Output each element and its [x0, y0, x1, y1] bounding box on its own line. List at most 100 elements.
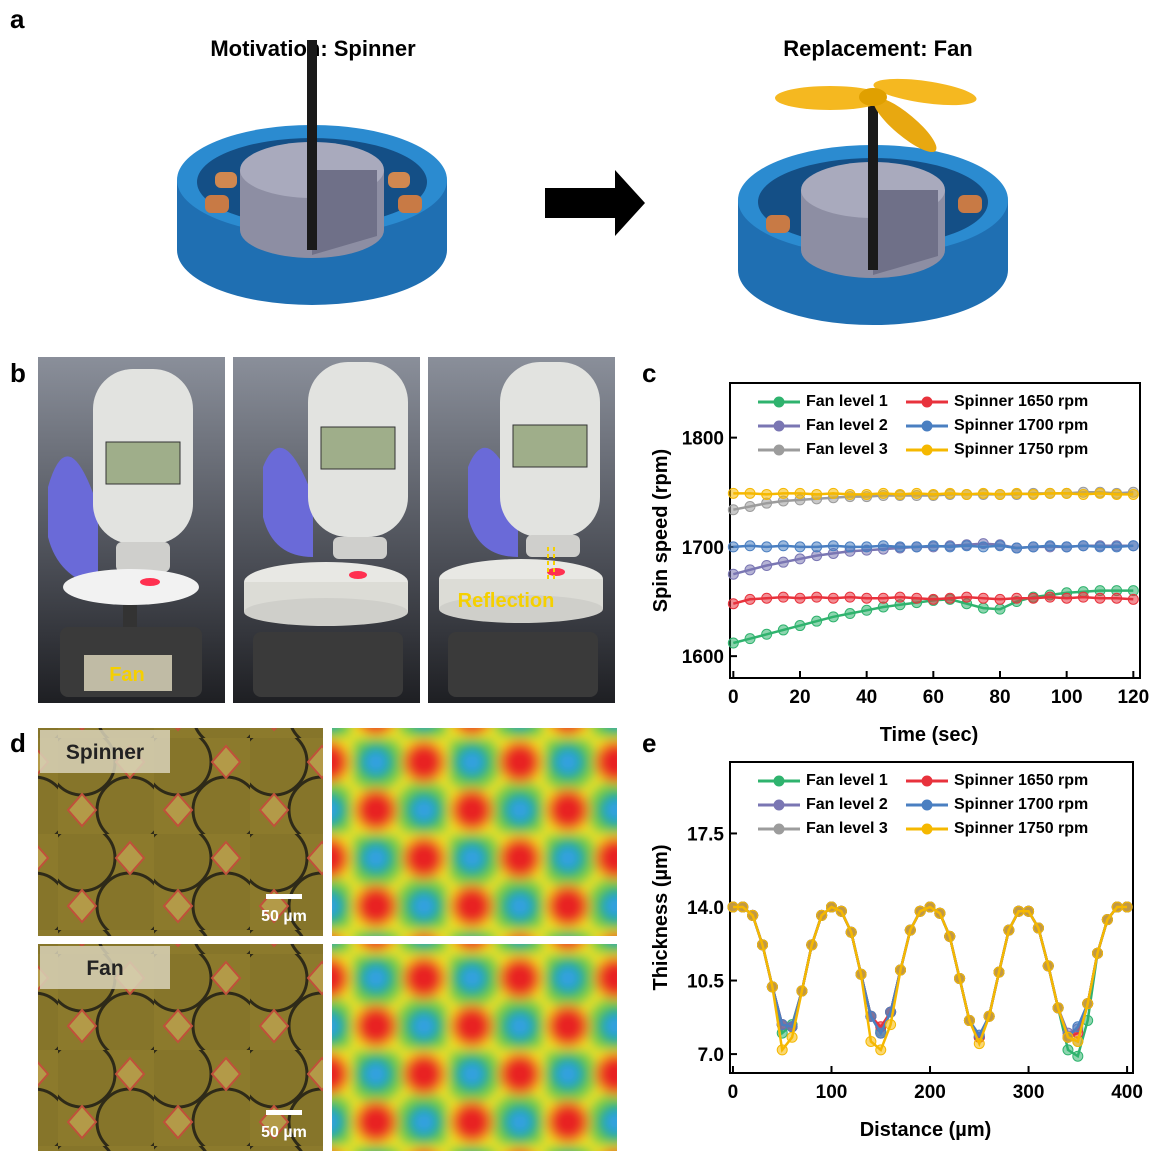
data-point — [778, 592, 788, 602]
data-point — [1014, 906, 1024, 916]
legend-label: Fan level 2 — [806, 417, 888, 434]
height-map — [322, 718, 627, 946]
legend-marker — [774, 824, 784, 834]
data-point — [778, 488, 788, 498]
data-point — [1128, 489, 1138, 499]
data-point — [728, 638, 738, 648]
data-point — [1033, 923, 1043, 933]
legend-marker — [922, 397, 932, 407]
data-point — [895, 592, 905, 602]
fan-illustration — [738, 74, 1008, 325]
data-point — [1128, 594, 1138, 604]
photo — [38, 357, 225, 703]
data-point — [828, 541, 838, 551]
data-point — [856, 969, 866, 979]
data-point — [1045, 488, 1055, 498]
legend-marker — [922, 800, 932, 810]
data-point — [1062, 542, 1072, 552]
data-point — [1112, 593, 1122, 603]
data-point — [978, 542, 988, 552]
data-point — [878, 488, 888, 498]
data-point — [767, 982, 777, 992]
image-label: Fan — [86, 957, 123, 980]
legend-marker — [922, 421, 932, 431]
legend-marker — [774, 445, 784, 455]
data-point — [1062, 593, 1072, 603]
data-point — [797, 986, 807, 996]
data-point — [762, 593, 772, 603]
data-point — [758, 940, 768, 950]
data-point — [962, 489, 972, 499]
height-map — [322, 934, 627, 1151]
data-point — [1102, 915, 1112, 925]
series-line — [733, 907, 1127, 1037]
data-point — [915, 906, 925, 916]
data-point — [762, 489, 772, 499]
data-point — [866, 1036, 876, 1046]
data-point — [745, 541, 755, 551]
data-point — [1128, 541, 1138, 551]
data-point — [845, 592, 855, 602]
data-point — [964, 1015, 974, 1025]
data-point — [1045, 541, 1055, 551]
data-point — [745, 488, 755, 498]
data-point — [978, 488, 988, 498]
data-point — [912, 542, 922, 552]
data-point — [1078, 489, 1088, 499]
data-point — [1063, 1045, 1073, 1055]
data-point — [1095, 542, 1105, 552]
data-point — [745, 565, 755, 575]
data-point — [912, 488, 922, 498]
data-point — [738, 902, 748, 912]
data-point — [995, 594, 1005, 604]
data-point — [995, 604, 1005, 614]
data-point — [876, 1028, 886, 1038]
legend-label: Spinner 1650 rpm — [954, 772, 1088, 789]
legend-marker — [922, 776, 932, 786]
data-point — [845, 609, 855, 619]
data-point — [962, 592, 972, 602]
data-point — [812, 489, 822, 499]
data-point — [912, 593, 922, 603]
x-tick-label: 40 — [856, 687, 877, 708]
y-tick-label: 7.0 — [698, 1045, 724, 1066]
data-point — [1012, 543, 1022, 553]
micrographs: Spinner Fan 50 µm 50 µm — [38, 718, 627, 1151]
data-point — [905, 925, 915, 935]
data-point — [945, 488, 955, 498]
data-point — [994, 967, 1004, 977]
data-point — [1112, 489, 1122, 499]
data-point — [995, 489, 1005, 499]
data-point — [1095, 593, 1105, 603]
data-point — [1024, 906, 1034, 916]
legend-label: Fan level 3 — [806, 441, 888, 458]
data-point — [945, 593, 955, 603]
data-point — [1063, 1032, 1073, 1042]
data-point — [728, 488, 738, 498]
data-point — [895, 542, 905, 552]
data-point — [978, 593, 988, 603]
data-point — [728, 902, 738, 912]
legend-marker — [774, 397, 784, 407]
y-tick-label: 1800 — [682, 429, 724, 450]
data-point — [795, 554, 805, 564]
data-point — [812, 616, 822, 626]
x-tick-label: 100 — [816, 1082, 848, 1103]
data-point — [778, 557, 788, 567]
data-point — [1073, 1036, 1083, 1046]
x-tick-label: 100 — [1051, 687, 1083, 708]
data-point — [826, 902, 836, 912]
y-axis-title: Thickness (µm) — [650, 844, 672, 990]
data-point — [728, 505, 738, 515]
arrow — [545, 170, 645, 236]
data-point — [745, 594, 755, 604]
legend-label: Fan level 1 — [806, 393, 888, 410]
photo — [428, 357, 615, 703]
data-point — [778, 541, 788, 551]
panel-title: Replacement: Fan — [783, 36, 973, 61]
legend-marker — [774, 421, 784, 431]
legend-label: Spinner 1650 rpm — [954, 393, 1088, 410]
data-point — [955, 973, 965, 983]
data-point — [745, 634, 755, 644]
data-point — [895, 489, 905, 499]
